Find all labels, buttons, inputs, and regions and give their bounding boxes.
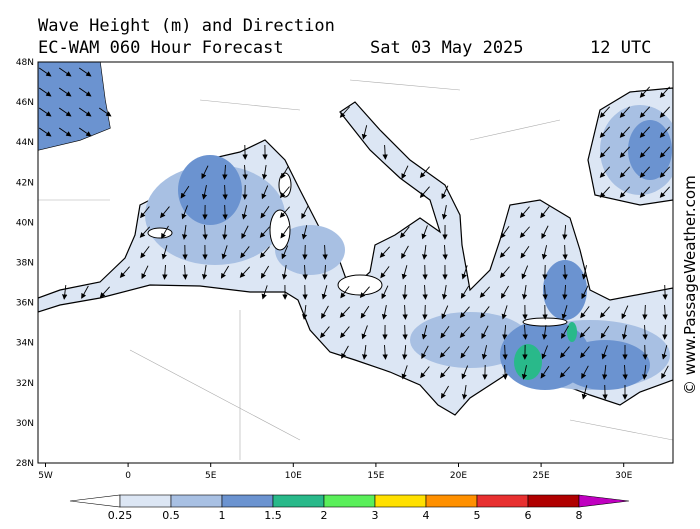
date: Sat 03 May 2025 (370, 38, 524, 58)
legend-arrow-low (70, 495, 120, 507)
legend-tick-label: 2 (321, 509, 328, 522)
legend-swatch (375, 495, 426, 507)
title: Wave Height (m) and Direction (38, 16, 335, 36)
lat-label: 34N (16, 339, 34, 349)
legend-swatch (171, 495, 222, 507)
lat-label: 30N (16, 419, 34, 429)
lat-label: 28N (16, 459, 34, 469)
legend-tick-label: 8 (576, 509, 583, 522)
lat-label: 40N (16, 218, 34, 228)
model: EC-WAM 060 Hour Forecast (38, 38, 284, 58)
lat-label: 42N (16, 178, 34, 188)
wave-arrow (425, 305, 426, 319)
lat-label: 44N (16, 138, 34, 148)
legend-tick-label: 0.25 (108, 509, 133, 522)
legend-swatch (528, 495, 579, 507)
time: 12 UTC (590, 38, 651, 58)
legend-tick-label: 5 (474, 509, 481, 522)
legend-tick-label: 0.5 (162, 509, 180, 522)
legend-tick-label: 3 (372, 509, 379, 522)
lon-label: 5E (205, 471, 217, 481)
lon-label: 10E (285, 471, 302, 481)
legend-swatch (222, 495, 273, 507)
legend-tick-label: 1 (219, 509, 226, 522)
legend-tick-label: 4 (423, 509, 430, 522)
lat-label: 36N (16, 299, 34, 309)
legend-tick-label: 1.5 (264, 509, 282, 522)
legend-swatch (477, 495, 528, 507)
legend-swatch (273, 495, 324, 507)
lon-label: 15E (367, 471, 384, 481)
legend-swatch (120, 495, 171, 507)
lon-label: 5W (38, 471, 53, 481)
lat-label: 46N (16, 98, 34, 108)
lon-label: 25E (533, 471, 550, 481)
lat-label: 32N (16, 379, 34, 389)
wave-arrow (665, 285, 666, 299)
credit: © www.PassageWeather.com (681, 175, 699, 395)
legend: 0.25 0.5 1 1.5 2 3 4 5 6 8 (70, 495, 629, 522)
wave-arrow (305, 245, 306, 259)
legend-swatch (426, 495, 477, 507)
legend-arrow-high (579, 495, 629, 507)
lon-label: 20E (450, 471, 467, 481)
lat-label: 48N (16, 58, 34, 68)
legend-tick-label: 6 (525, 509, 532, 522)
wave-arrow (605, 385, 606, 399)
legend-swatch (324, 495, 375, 507)
lat-label: 38N (16, 259, 34, 269)
lon-label: 30E (615, 471, 632, 481)
lon-label: 0 (125, 471, 131, 481)
wave-arrow (405, 325, 406, 339)
wave-arrow (645, 345, 646, 359)
map (38, 62, 680, 463)
